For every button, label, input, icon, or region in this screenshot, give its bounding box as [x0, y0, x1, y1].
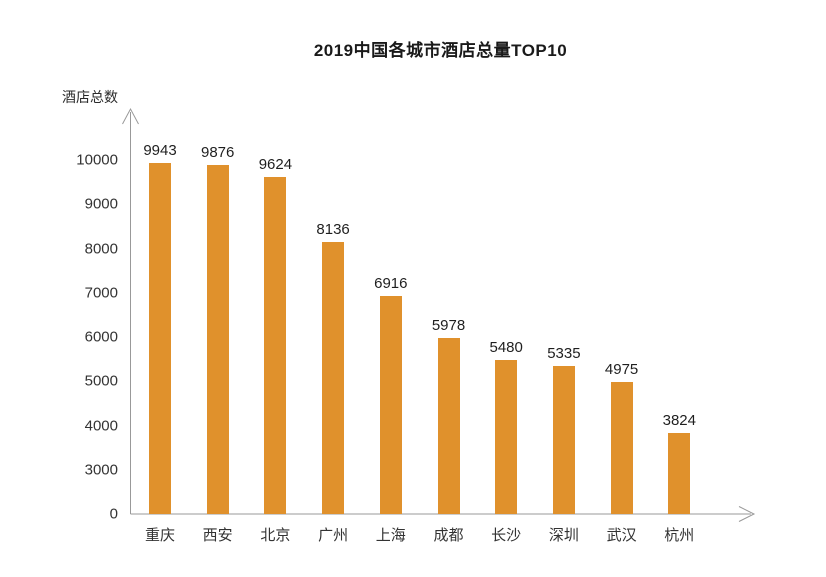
- bar-value-label: 5978: [431, 316, 466, 334]
- bar-value-label: 9876: [201, 144, 235, 162]
- y-tick-label: 6000: [84, 328, 118, 346]
- x-axis-arrowhead-icon: [738, 506, 756, 522]
- y-tick-label: 8000: [84, 240, 118, 257]
- x-category-label: 上海: [375, 527, 406, 544]
- x-category-label: 杭州: [664, 527, 695, 544]
- y-tick-label: 7000: [84, 284, 118, 302]
- bar: [264, 176, 287, 514]
- x-category-label: 武汉: [606, 527, 637, 544]
- bar: [668, 433, 691, 514]
- bar-value-label: 3824: [662, 412, 696, 430]
- x-category-label: 西安: [202, 527, 233, 544]
- y-tick-label: 4000: [84, 417, 118, 434]
- y-tick-label: 5000: [84, 372, 118, 390]
- bar: [610, 382, 633, 514]
- bar: [379, 296, 402, 514]
- bar-value-label: 9624: [258, 155, 293, 173]
- x-category-label: 成都: [433, 527, 464, 544]
- bar-value-label: 5335: [547, 345, 581, 363]
- y-axis-arrowhead-icon: [122, 107, 139, 125]
- bar-value-label: 4975: [604, 361, 639, 379]
- bar-value-label: 9943: [143, 141, 177, 159]
- y-tick-label: 0: [109, 505, 118, 523]
- y-tick-label: 10000: [76, 151, 118, 169]
- x-category-label: 深圳: [548, 527, 579, 544]
- x-category-label: 北京: [260, 527, 291, 544]
- bar: [495, 360, 518, 514]
- x-category-label: 广州: [318, 527, 349, 544]
- bar-value-label: 6916: [374, 275, 408, 293]
- y-tick-label: 3000: [84, 461, 118, 479]
- bar: [206, 165, 229, 514]
- bar-value-label: 5480: [489, 339, 523, 356]
- bar: [149, 162, 171, 514]
- bar-value-label: 8136: [316, 221, 350, 239]
- bar: [552, 366, 575, 514]
- y-tick-label: 9000: [84, 195, 118, 213]
- x-category-label: 长沙: [491, 527, 522, 544]
- y-axis-title: 酒店总数: [62, 89, 118, 105]
- bar: [437, 337, 460, 514]
- chart-title: 2019中国各城市酒店总量TOP10: [313, 41, 568, 60]
- bar: [322, 242, 345, 514]
- x-category-label: 重庆: [144, 527, 175, 544]
